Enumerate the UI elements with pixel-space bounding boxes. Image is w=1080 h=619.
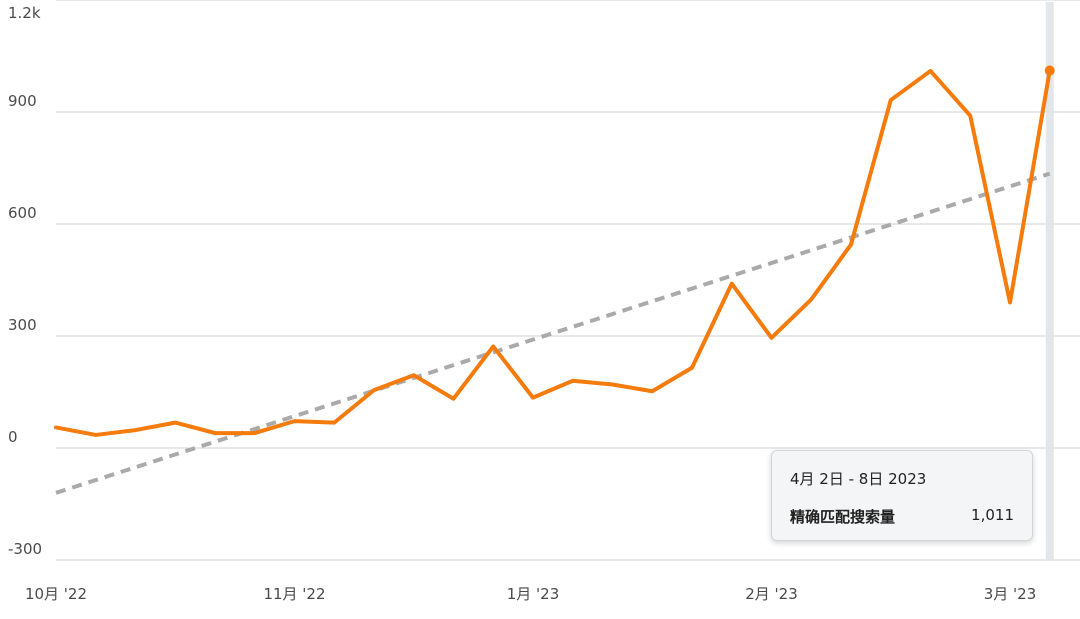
data-point (412, 373, 416, 377)
y-tick-label: 1.2k (8, 4, 41, 22)
tooltip-row: 精确匹配搜索量 1,011 (790, 506, 1014, 527)
data-points (54, 65, 1055, 437)
hover-highlight-band (1045, 2, 1054, 560)
data-point (54, 425, 58, 429)
tooltip-value: 1,011 (971, 506, 1014, 524)
data-point (332, 421, 336, 425)
data-point (531, 396, 535, 400)
y-tick-label: 600 (8, 204, 37, 222)
data-point (611, 383, 615, 387)
data-point (770, 336, 774, 340)
tooltip: 4月 2日 - 8日 2023 精确匹配搜索量 1,011 (771, 450, 1033, 541)
data-point (173, 421, 177, 425)
data-point (372, 388, 376, 392)
y-tick-label: 900 (8, 92, 37, 110)
data-point (690, 366, 694, 370)
y-tick-label: 300 (8, 316, 37, 334)
y-axis-ticks: 1.2k 900 600 300 0 -300 (8, 4, 42, 558)
y-tick-label: -300 (8, 540, 42, 558)
data-point (929, 69, 933, 73)
data-point (213, 431, 217, 435)
x-tick-label: 3月 '23 (984, 585, 1037, 603)
grid-lines (56, 0, 1080, 561)
data-point (293, 419, 297, 423)
trend-line (55, 171, 1051, 495)
x-tick-label: 1月 '23 (507, 585, 560, 603)
highlighted-point (1044, 65, 1055, 76)
data-point (809, 297, 813, 301)
data-point (134, 428, 138, 432)
tooltip-series-name: 精确匹配搜索量 (790, 508, 896, 526)
data-point (650, 389, 654, 393)
data-point (571, 379, 575, 383)
data-point (452, 397, 456, 401)
data-point (253, 431, 257, 435)
search-volume-line (54, 68, 1052, 437)
x-tick-label: 2月 '23 (745, 585, 798, 603)
data-point (968, 114, 972, 118)
data-point (1008, 300, 1012, 304)
x-tick-label: 10月 '22 (25, 585, 87, 603)
x-axis-ticks: 10月 '22 11月 '22 1月 '23 2月 '23 3月 '23 (25, 585, 1036, 603)
data-point (491, 344, 495, 348)
x-tick-label: 11月 '22 (263, 585, 325, 603)
tooltip-title: 4月 2日 - 8日 2023 (790, 470, 927, 488)
data-point (94, 433, 98, 437)
y-tick-label: 0 (8, 428, 18, 446)
data-point (849, 243, 853, 247)
data-point (730, 282, 734, 286)
data-point (889, 98, 893, 102)
